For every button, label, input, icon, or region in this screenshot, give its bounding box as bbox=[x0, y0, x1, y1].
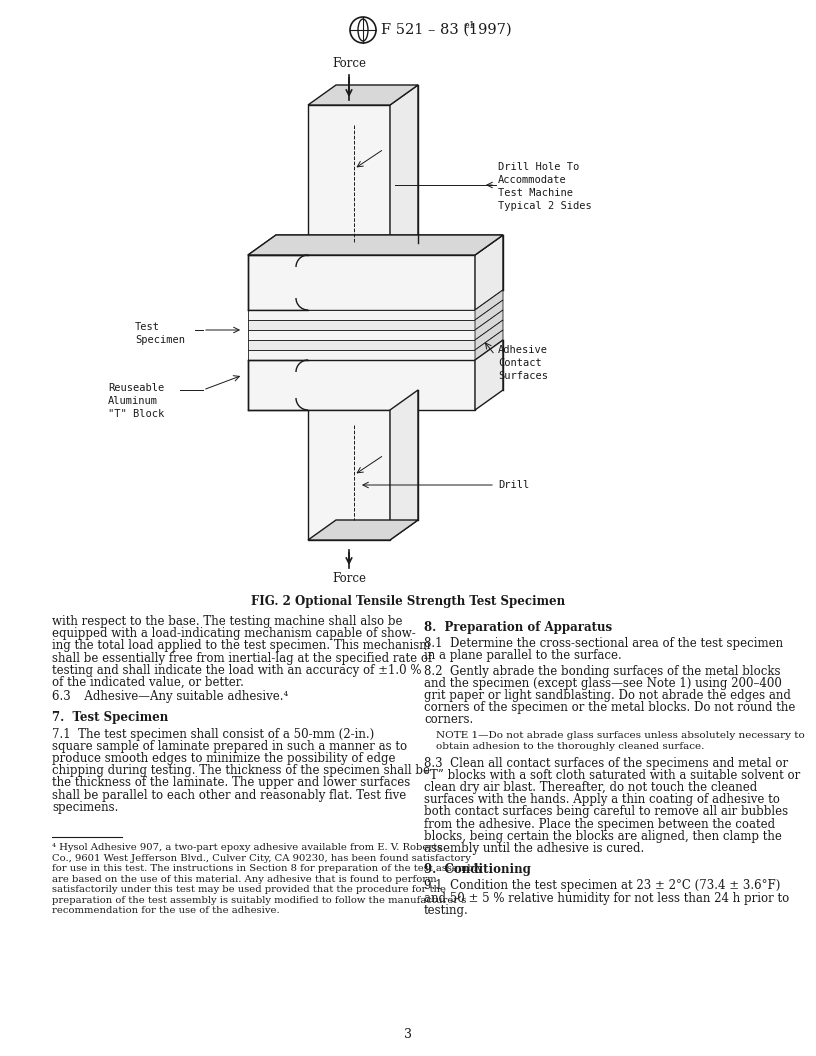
Polygon shape bbox=[248, 329, 475, 340]
Text: FIG. 2 Optional Tensile Strength Test Specimen: FIG. 2 Optional Tensile Strength Test Sp… bbox=[251, 595, 565, 608]
Text: 6.3    Adhesive—Any suitable adhesive.⁴: 6.3 Adhesive—Any suitable adhesive.⁴ bbox=[52, 691, 288, 703]
Text: and 50 ± 5 % relative humidity for not less than 24 h prior to: and 50 ± 5 % relative humidity for not l… bbox=[424, 891, 789, 905]
Text: "T" Block: "T" Block bbox=[108, 409, 164, 419]
Text: Force: Force bbox=[332, 572, 366, 585]
Text: assembly until the adhesive is cured.: assembly until the adhesive is cured. bbox=[424, 842, 645, 855]
Text: testing and shall indicate the load with an accuracy of ±1.0 %: testing and shall indicate the load with… bbox=[52, 664, 422, 677]
Text: and the specimen (except glass—see Note 1) using 200–400: and the specimen (except glass—see Note … bbox=[424, 677, 782, 690]
Text: Test: Test bbox=[135, 322, 160, 332]
Polygon shape bbox=[475, 320, 503, 350]
Text: 7.1  The test specimen shall consist of a 50-mm (2-in.): 7.1 The test specimen shall consist of a… bbox=[52, 728, 375, 740]
Polygon shape bbox=[248, 350, 475, 360]
Text: Reuseable: Reuseable bbox=[108, 383, 164, 393]
Polygon shape bbox=[475, 300, 503, 329]
Text: F 521 – 83 (1997): F 521 – 83 (1997) bbox=[381, 23, 512, 37]
Text: Drill: Drill bbox=[498, 480, 530, 490]
Text: specimens.: specimens. bbox=[52, 800, 118, 814]
Text: clean dry air blast. Thereafter, do not touch the cleaned: clean dry air blast. Thereafter, do not … bbox=[424, 781, 757, 794]
Text: shall be parallel to each other and reasonably flat. Test five: shall be parallel to each other and reas… bbox=[52, 789, 406, 802]
Text: Contact: Contact bbox=[498, 358, 542, 367]
Text: e1: e1 bbox=[463, 20, 475, 30]
Text: corners of the specimen or the metal blocks. Do not round the: corners of the specimen or the metal blo… bbox=[424, 701, 796, 714]
Text: 8.  Preparation of Apparatus: 8. Preparation of Apparatus bbox=[424, 621, 612, 634]
Text: corners.: corners. bbox=[424, 714, 473, 727]
Text: Accommodate: Accommodate bbox=[498, 175, 567, 185]
Text: NOTE 1—Do not abrade glass surfaces unless absolutely necessary to: NOTE 1—Do not abrade glass surfaces unle… bbox=[436, 731, 805, 739]
Polygon shape bbox=[248, 235, 503, 254]
Text: surfaces with the hands. Apply a thin coating of adhesive to: surfaces with the hands. Apply a thin co… bbox=[424, 793, 780, 806]
Polygon shape bbox=[390, 84, 418, 263]
Polygon shape bbox=[475, 329, 503, 360]
Polygon shape bbox=[248, 360, 475, 410]
Text: ing the total load applied to the test specimen. This mechanism: ing the total load applied to the test s… bbox=[52, 639, 430, 653]
Text: Surfaces: Surfaces bbox=[498, 371, 548, 381]
Polygon shape bbox=[248, 340, 475, 350]
Polygon shape bbox=[475, 340, 503, 410]
Text: the thickness of the laminate. The upper and lower surfaces: the thickness of the laminate. The upper… bbox=[52, 776, 410, 790]
Text: Adhesive: Adhesive bbox=[498, 345, 548, 355]
Polygon shape bbox=[248, 320, 475, 329]
Text: Test Machine: Test Machine bbox=[498, 188, 573, 199]
Text: are based on the use of this material. Any adhesive that is found to perform: are based on the use of this material. A… bbox=[52, 875, 437, 884]
Polygon shape bbox=[475, 235, 503, 310]
Text: Specimen: Specimen bbox=[135, 335, 185, 345]
Text: of the indicated value, or better.: of the indicated value, or better. bbox=[52, 676, 244, 689]
Polygon shape bbox=[308, 105, 390, 263]
Text: produce smooth edges to minimize the possibility of edge: produce smooth edges to minimize the pos… bbox=[52, 752, 396, 765]
Polygon shape bbox=[248, 235, 503, 254]
Text: testing.: testing. bbox=[424, 904, 468, 917]
Text: Drill Hole To: Drill Hole To bbox=[498, 162, 579, 172]
Polygon shape bbox=[475, 310, 503, 340]
Text: blocks, being certain the blocks are aligned, then clamp the: blocks, being certain the blocks are ali… bbox=[424, 830, 782, 843]
Text: 3: 3 bbox=[404, 1027, 412, 1041]
Text: Force: Force bbox=[332, 57, 366, 70]
Text: ⁴ Hysol Adhesive 907, a two-part epoxy adhesive available from E. V. Roberts: ⁴ Hysol Adhesive 907, a two-part epoxy a… bbox=[52, 844, 442, 852]
Polygon shape bbox=[308, 520, 418, 540]
Text: 8.1  Determine the cross-sectional area of the test specimen: 8.1 Determine the cross-sectional area o… bbox=[424, 637, 783, 650]
Text: 9.  Conditioning: 9. Conditioning bbox=[424, 863, 531, 876]
Text: 9.1  Condition the test specimen at 23 ± 2°C (73.4 ± 3.6°F): 9.1 Condition the test specimen at 23 ± … bbox=[424, 880, 780, 892]
Polygon shape bbox=[308, 84, 418, 105]
Text: from the adhesive. Place the specimen between the coated: from the adhesive. Place the specimen be… bbox=[424, 817, 775, 831]
Text: chipping during testing. The thickness of the specimen shall be: chipping during testing. The thickness o… bbox=[52, 765, 430, 777]
Text: satisfactorily under this test may be used provided that the procedure for the: satisfactorily under this test may be us… bbox=[52, 885, 446, 894]
Text: Aluminum: Aluminum bbox=[108, 396, 158, 406]
Text: square sample of laminate prepared in such a manner as to: square sample of laminate prepared in su… bbox=[52, 740, 407, 753]
Text: obtain adhesion to the thoroughly cleaned surface.: obtain adhesion to the thoroughly cleane… bbox=[436, 741, 704, 751]
Text: grit paper or light sandblasting. Do not abrade the edges and: grit paper or light sandblasting. Do not… bbox=[424, 689, 791, 702]
Text: Typical 2 Sides: Typical 2 Sides bbox=[498, 201, 592, 211]
Polygon shape bbox=[390, 390, 418, 540]
Text: shall be essentially free from inertial-lag at the specified rate of: shall be essentially free from inertial-… bbox=[52, 652, 432, 664]
Polygon shape bbox=[308, 410, 390, 540]
Text: 7.  Test Specimen: 7. Test Specimen bbox=[52, 712, 168, 724]
Text: 8.3  Clean all contact surfaces of the specimens and metal or: 8.3 Clean all contact surfaces of the sp… bbox=[424, 756, 788, 770]
Text: with respect to the base. The testing machine shall also be: with respect to the base. The testing ma… bbox=[52, 615, 402, 628]
Text: 8.2  Gently abrade the bonding surfaces of the metal blocks: 8.2 Gently abrade the bonding surfaces o… bbox=[424, 664, 780, 678]
Polygon shape bbox=[475, 290, 503, 320]
Text: recommendation for the use of the adhesive.: recommendation for the use of the adhesi… bbox=[52, 906, 280, 916]
Text: equipped with a load-indicating mechanism capable of show-: equipped with a load-indicating mechanis… bbox=[52, 627, 415, 640]
Text: for use in this test. The instructions in Section 8 for preparation of the test : for use in this test. The instructions i… bbox=[52, 865, 482, 873]
Text: both contact surfaces being careful to remove all air bubbles: both contact surfaces being careful to r… bbox=[424, 806, 788, 818]
Text: preparation of the test assembly is suitably modified to follow the manufacturer: preparation of the test assembly is suit… bbox=[52, 895, 467, 905]
Polygon shape bbox=[248, 310, 475, 320]
Polygon shape bbox=[248, 254, 475, 310]
Text: Co., 9601 West Jefferson Blvd., Culver City, CA 90230, has been found satisfacto: Co., 9601 West Jefferson Blvd., Culver C… bbox=[52, 854, 471, 863]
Text: in a plane parallel to the surface.: in a plane parallel to the surface. bbox=[424, 649, 622, 662]
Text: “T” blocks with a soft cloth saturated with a suitable solvent or: “T” blocks with a soft cloth saturated w… bbox=[424, 769, 800, 781]
